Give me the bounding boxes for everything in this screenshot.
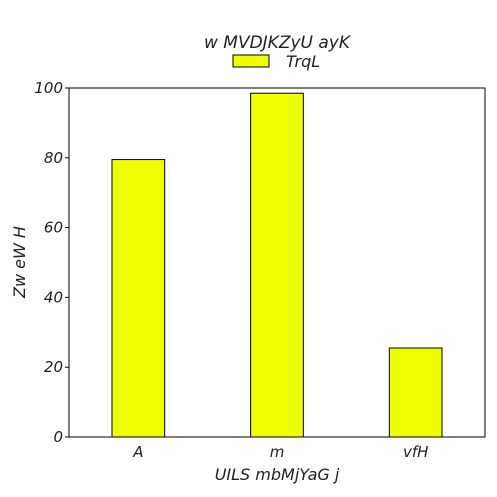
legend-swatch	[232, 54, 270, 68]
bar-A	[111, 159, 166, 438]
x-tick-label: vfH	[403, 443, 428, 461]
x-tick-label: A	[132, 443, 143, 461]
y-axis-label: Zw eW H	[10, 226, 29, 299]
y-tick-label: 100	[34, 79, 63, 97]
y-tick-label: 60	[44, 219, 63, 237]
y-tick-label: 40	[44, 288, 63, 306]
legend: TrqL	[232, 52, 320, 71]
y-tick-label: 20	[44, 358, 63, 376]
bar-m	[250, 92, 304, 438]
y-tick-label: 80	[44, 149, 63, 167]
bar-vfH	[388, 347, 443, 438]
x-axis-label: UILS mbMjYaG j	[215, 465, 340, 484]
x-tick-label: m	[270, 443, 285, 461]
plot-frame	[68, 87, 486, 438]
plot-area: 0 20 40 60 80 100 A m vfH	[34, 79, 443, 461]
chart-title: w MVDJKZyU ayK	[204, 33, 352, 53]
y-tick-label: 0	[53, 428, 63, 446]
legend-label: TrqL	[286, 52, 320, 71]
